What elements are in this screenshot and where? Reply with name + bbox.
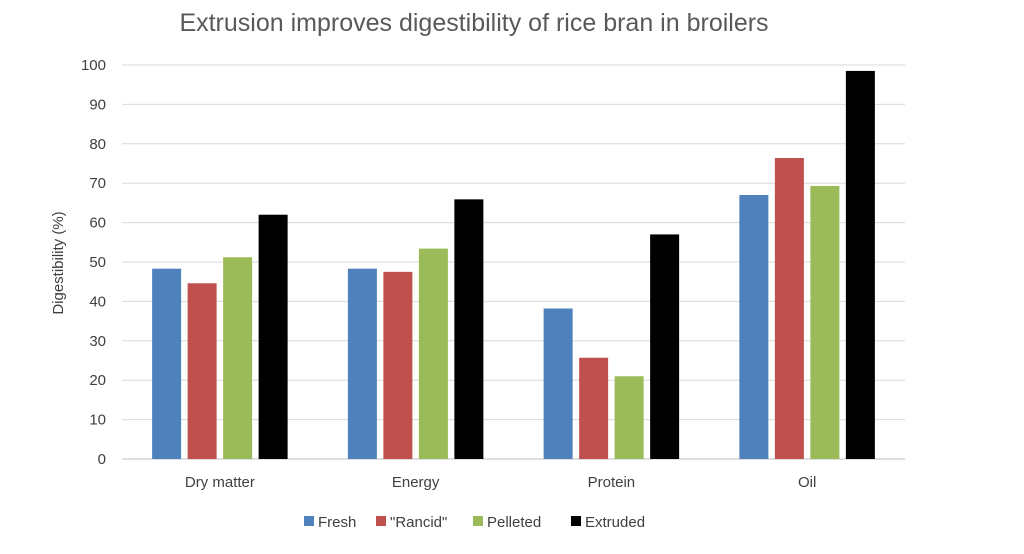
bar <box>579 357 609 459</box>
y-tick-label: 50 <box>89 254 106 271</box>
bar <box>418 248 448 459</box>
legend: Fresh "Rancid" Pelleted Extruded <box>304 514 645 531</box>
bar <box>614 376 644 459</box>
bar <box>258 214 288 459</box>
bar <box>454 199 484 459</box>
y-tick-label: 30 <box>89 333 106 350</box>
category-label: Protein <box>588 474 636 491</box>
gridlines <box>122 64 905 460</box>
category-label: Energy <box>392 474 440 491</box>
category-labels: Dry matter Energy Protein Oil <box>185 474 816 491</box>
y-tick-label: 70 <box>89 175 106 192</box>
y-tick-label: 80 <box>89 136 106 153</box>
legend-swatch <box>571 516 581 526</box>
category-label: Dry matter <box>185 474 255 491</box>
y-tick-label: 40 <box>89 293 106 310</box>
y-axis-label: Digestibility (%) <box>50 211 67 314</box>
y-tick-label: 60 <box>89 215 106 232</box>
y-tick-label: 100 <box>81 57 106 74</box>
legend-swatch <box>376 516 386 526</box>
legend-label: "Rancid" <box>390 514 447 531</box>
bar <box>383 271 413 459</box>
y-tick-label: 10 <box>89 412 106 429</box>
legend-label: Pelleted <box>487 514 541 531</box>
legend-label: Extruded <box>585 514 645 531</box>
bar <box>347 268 377 459</box>
y-tick-label: 20 <box>89 372 106 389</box>
legend-swatch <box>304 516 314 526</box>
legend-label: Fresh <box>318 514 356 531</box>
bar <box>152 268 182 459</box>
bars <box>152 70 875 459</box>
legend-swatch <box>473 516 483 526</box>
y-tick-label: 0 <box>98 451 106 468</box>
bar <box>774 157 804 459</box>
y-tick-labels: 0 10 20 30 40 50 60 70 80 90 100 <box>81 57 106 468</box>
y-tick-label: 90 <box>89 96 106 113</box>
bar <box>187 283 217 459</box>
bar <box>810 185 840 459</box>
bar <box>543 308 573 459</box>
bar <box>739 195 769 459</box>
category-label: Oil <box>798 474 816 491</box>
chart-title: Extrusion improves digestibility of rice… <box>179 9 768 37</box>
bar <box>223 257 253 459</box>
bar <box>650 234 680 459</box>
bar <box>845 70 875 459</box>
